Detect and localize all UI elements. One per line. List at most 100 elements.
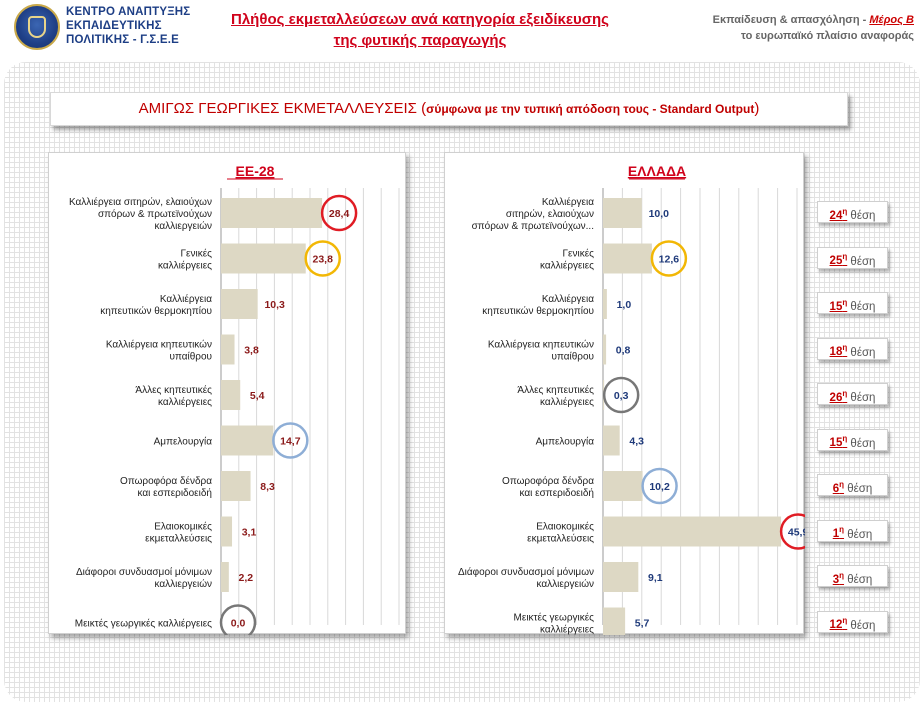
eu-value-label: 3,1	[242, 527, 257, 539]
eu-bar	[221, 562, 229, 592]
gr-bar	[603, 516, 782, 547]
greece-bar-chart: ΕΛΛΑΔΑ Καλλιέργεια σιτηρών, ελαιούχων σπόρω…	[458, 163, 805, 636]
gr-value-label: 10,2	[649, 481, 670, 493]
eu-value-label: 23,8	[313, 254, 334, 266]
gr-highlight-circle	[779, 513, 805, 550]
greece-rank-badge: 24η θέση	[817, 201, 888, 223]
eu-bar	[221, 334, 235, 365]
rank-number: 12η	[829, 616, 848, 632]
rank-number: 15η	[829, 434, 848, 450]
gr-bar	[603, 562, 639, 592]
rank-word: θέση	[847, 209, 876, 222]
rank-number: 1η	[832, 525, 845, 541]
eu-category-label: Καλλιέργεια σιτηρών, ελαιούχων σπόρων & π…	[69, 196, 212, 232]
rank-number: 3η	[832, 571, 845, 586]
report-section: Εκπαίδευση & απασχόληση -	[712, 14, 870, 26]
eu-chart-title: ΕΕ-28	[236, 163, 275, 179]
rank-number: 18η	[829, 343, 848, 359]
gr-value-label: 4,3	[629, 436, 644, 448]
eu-highlight-circle	[219, 604, 257, 635]
eu-highlight-circle	[320, 194, 358, 232]
eu-category-label: Άλλες κηπευτικές καλλιέργειες	[135, 384, 212, 408]
eu-value-label: 0,0	[231, 618, 246, 630]
eu-category-label: Ελαιοκομικές εκμεταλλεύσεις	[145, 521, 212, 545]
eu-category-label: Καλλιέργεια κηπευτικών θερμοκηπίου	[100, 293, 212, 317]
gr-category-label: Μεικτές γεωργικές καλλιέργειες	[514, 612, 595, 636]
rank-word: θέση	[847, 391, 876, 404]
page-title-line: της φυτικής παραγωγής	[333, 32, 507, 49]
report-reference-line1: Εκπαίδευση & απασχόληση - Μέρος Β	[644, 12, 914, 28]
eu-value-label: 10,3	[264, 299, 285, 311]
logo-line: ΠΟΛΙΤΙΚΗΣ - Γ.Σ.Ε.Ε	[66, 34, 180, 46]
gr-bar	[603, 198, 642, 228]
eu-bar	[221, 198, 323, 228]
gr-category-label: Αμπελουργία	[536, 436, 595, 448]
gr-category-label: Καλλιέργεια κηπευτικών υπαίθρου	[488, 339, 594, 363]
eu-category-label: Αμπελουργία	[154, 436, 213, 448]
gr-bar	[603, 243, 652, 274]
section-banner: ΑΜΙΓΩΣ ΓΕΩΡΓΙΚΕΣ ΕΚΜΕΤΑΛΛΕΥΣΕΙΣ (σύμφωνα…	[50, 92, 848, 126]
eu-value-label: 28,4	[329, 208, 350, 220]
rank-word: θέση	[847, 255, 876, 268]
greece-rank-badge: 12η θέση	[817, 610, 888, 633]
logo-line: ΚΕΝΤΡΟ ΑΝΑΠΤΥΞΗΣ	[66, 6, 191, 18]
organization-logo-text: ΚΕΝΤΡΟ ΑΝΑΠΤΥΞΗΣ ΕΚΠΑΙΔΕΥΤΙΚΗΣ ΠΟΛΙΤΙΚΗΣ…	[66, 5, 191, 47]
rank-word: θέση	[844, 482, 873, 495]
rank-number: 15η	[829, 298, 848, 313]
gr-value-label: 10,0	[649, 208, 670, 220]
greece-rank-badge: 6η θέση	[817, 474, 888, 496]
rank-word: θέση	[847, 437, 876, 450]
rank-number: 24η	[829, 207, 848, 222]
gr-category-label: Διάφοροι συνδυασμοί μόνιμων καλλιεργειών	[458, 566, 594, 590]
banner-main-text: ΑΜΙΓΩΣ ΓΕΩΡΓΙΚΕΣ ΕΚΜΕΤΑΛΛΕΥΣΕΙΣ (	[138, 100, 427, 117]
gr-value-label: 0,3	[614, 390, 629, 402]
page-title: Πλήθος εκμεταλλεύσεων ανά κατηγορία εξει…	[190, 9, 650, 51]
gr-value-label: 0,8	[616, 345, 631, 357]
gr-bar	[603, 607, 626, 635]
eu-value-label: 3,8	[244, 345, 259, 357]
rank-word: θέση	[847, 346, 876, 359]
eu-category-label: Μεικτές γεωργικές καλλιέργειες	[75, 618, 212, 630]
eu-bar	[221, 516, 233, 547]
rank-word: θέση	[844, 573, 873, 586]
eu-category-label: Γενικές καλλιέργειες	[158, 248, 212, 272]
gr-bar	[603, 425, 620, 456]
rank-number: 26η	[829, 389, 848, 404]
gr-chart-title: ΕΛΛΑΔΑ	[628, 163, 686, 179]
report-reference: Εκπαίδευση & απασχόληση - Μέρος Β το ευρ…	[644, 12, 914, 44]
gr-category-label: Οπωροφόρα δένδρα και εσπεριδοειδή	[502, 475, 594, 499]
greece-rank-badge: 3η θέση	[817, 565, 888, 587]
gr-bar	[603, 289, 607, 319]
banner-sub-text: σύμφωνα με την τυπική απόδοση τους - Sta…	[426, 102, 755, 116]
eu-category-label: Καλλιέργεια κηπευτικών υπαίθρου	[106, 339, 212, 363]
eu-highlight-circle	[272, 422, 309, 459]
gr-highlight-circle	[641, 467, 678, 505]
report-reference-line2: το ευρωπαϊκό πλαίσιο αναφοράς	[741, 30, 914, 42]
eu-highlight-circle	[304, 240, 341, 277]
rank-number: 6η	[832, 480, 845, 495]
greece-rank-badge: 18η θέση	[817, 337, 888, 360]
logo-line: ΕΚΠΑΙΔΕΥΤΙΚΗΣ	[66, 20, 162, 32]
gr-highlight-circle	[650, 240, 688, 277]
eu-bar	[221, 289, 258, 319]
eu-bar	[221, 425, 274, 456]
rank-word: θέση	[844, 528, 873, 541]
page-title-line: Πλήθος εκμεταλλεύσεων ανά κατηγορία εξει…	[231, 11, 609, 28]
eu28-bar-chart: ΕΕ-28 Καλλιέργεια σιτηρών, ελαιούχων σπόρω…	[69, 163, 400, 635]
gr-category-label: Άλλες κηπευτικές καλλιέργειες	[517, 384, 594, 408]
gr-value-label: 5,7	[635, 618, 650, 630]
report-part: Μέρος Β	[869, 14, 914, 26]
gr-value-label: 1,0	[617, 299, 632, 311]
page-header: ΚΕΝΤΡΟ ΑΝΑΠΤΥΞΗΣ ΕΚΠΑΙΔΕΥΤΙΚΗΣ ΠΟΛΙΤΙΚΗΣ…	[0, 0, 924, 58]
rank-word: θέση	[847, 619, 876, 632]
eu-bar	[221, 471, 251, 501]
banner-close-paren: )	[754, 100, 760, 117]
greece-rank-badge: 15η θέση	[817, 428, 888, 451]
eu-category-label: Διάφοροι συνδυασμοί μόνιμων καλλιεργειών	[76, 566, 212, 590]
eu-value-label: 5,4	[250, 390, 265, 402]
gr-category-label: Ελαιοκομικές εκμεταλλεύσεις	[527, 521, 594, 545]
gr-value-label: 9,1	[648, 572, 663, 584]
rank-word: θέση	[847, 300, 876, 313]
eu-category-label: Οπωροφόρα δένδρα και εσπεριδοειδή	[120, 475, 212, 499]
eu-value-label: 8,3	[260, 481, 275, 493]
